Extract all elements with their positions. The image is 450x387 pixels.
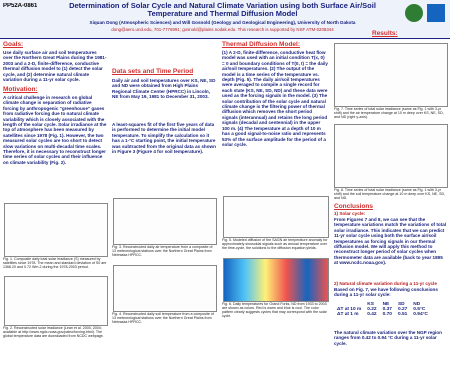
caption: Fig. 6. Daily temperatures for Grand For… bbox=[222, 302, 327, 319]
heading: Results: bbox=[372, 30, 398, 37]
paragraph: (1) A 2-D, finite-difference, conductive… bbox=[222, 50, 328, 147]
table-row: ΔT at 1 m 0.42 0.70 0.51 0.94°C bbox=[334, 312, 431, 317]
caption: Fig. 7. Time series of total solar irrad… bbox=[334, 107, 444, 120]
figure bbox=[4, 276, 108, 326]
paragraph: The natural climate variation over the N… bbox=[334, 330, 442, 346]
title: Determination of Solar Cycle and Natural… bbox=[69, 2, 376, 19]
paragraph: A least-squares fit of the first five ye… bbox=[112, 122, 216, 155]
caption: Fig. 5. Modeled diffusion of the SAGN ai… bbox=[222, 238, 328, 251]
caption: Fig. 8. Time series of total solar irrad… bbox=[334, 188, 446, 201]
table-cell: ΔT at 1 m bbox=[337, 312, 359, 317]
header bbox=[0, 0, 450, 39]
table-cell: 0.37 bbox=[382, 307, 392, 312]
table-cell: 0.27 bbox=[397, 307, 408, 312]
heading: Thermal Diffusion Model: bbox=[222, 41, 300, 48]
figure bbox=[4, 203, 108, 257]
contact: dong@aero.und.edu, 701-7776991; gosnold@… bbox=[111, 27, 334, 32]
subheading: 2) Natural climate variation during a 11… bbox=[334, 281, 437, 286]
table-wrap: KS NE SD ND ΔT at 10 m 0.22 0.37 0.27 0.5°C ΔT at… bbox=[334, 302, 431, 317]
table-cell: 0.42 bbox=[367, 312, 377, 317]
poster-id: PP52A-0861 bbox=[3, 3, 38, 9]
paragraph: From Figures 7 and 8, we can see that th… bbox=[334, 217, 447, 266]
caption: Fig. 3. Reconstructed daily air temperat… bbox=[112, 245, 213, 258]
logo bbox=[427, 4, 445, 22]
table-cell: 0.22 bbox=[367, 307, 377, 312]
table: KS NE SD ND ΔT at 10 m 0.22 0.37 0.27 0.5°C ΔT at… bbox=[334, 302, 431, 317]
table-cell: 0.51 bbox=[397, 312, 408, 317]
table-cell: ND bbox=[413, 302, 421, 307]
table-cell: 0.94°C bbox=[413, 312, 428, 317]
heading: Conclusions bbox=[334, 203, 374, 210]
figure bbox=[113, 198, 217, 245]
paragraph: A critical challenge in research on glob… bbox=[3, 95, 107, 165]
caption: Fig. 4. Reconstructed daily soil tempera… bbox=[112, 312, 214, 325]
figure bbox=[334, 43, 448, 107]
subheading: 1) Solar cycle: bbox=[334, 211, 366, 216]
figure bbox=[334, 124, 448, 188]
paragraph: Use daily surface air and soil temperatu… bbox=[3, 50, 107, 83]
table-row: ΔT at 10 m 0.22 0.37 0.27 0.5°C bbox=[334, 307, 431, 312]
table-cell: KS bbox=[367, 302, 374, 307]
heading: Goals: bbox=[3, 41, 24, 48]
paragraph: Daily air and soil temperatures over KS,… bbox=[112, 78, 216, 100]
heading: Motivation: bbox=[3, 86, 38, 93]
table-cell: 0.70 bbox=[382, 312, 392, 317]
paragraph: Based on Fig. 7, we have following concl… bbox=[334, 287, 438, 298]
table-cell: SD bbox=[397, 302, 405, 307]
logo bbox=[405, 4, 423, 22]
heading: Data sets and Time Period bbox=[112, 68, 194, 75]
table-cell: ΔT at 10 m bbox=[337, 307, 362, 312]
authors: Xiquan Dong (Atmospheric Sciences) and W… bbox=[89, 20, 356, 25]
table-row: KS NE SD ND bbox=[334, 302, 431, 307]
table-cell: 0.5°C bbox=[413, 307, 426, 312]
figure bbox=[223, 196, 329, 238]
caption: Fig. 1. Composite daily total solar irra… bbox=[3, 257, 107, 270]
figure bbox=[223, 258, 329, 302]
table-cell: NE bbox=[382, 302, 390, 307]
caption: Fig. 2. Reconstructed solar irradiance (… bbox=[3, 326, 104, 339]
figure bbox=[113, 265, 217, 312]
